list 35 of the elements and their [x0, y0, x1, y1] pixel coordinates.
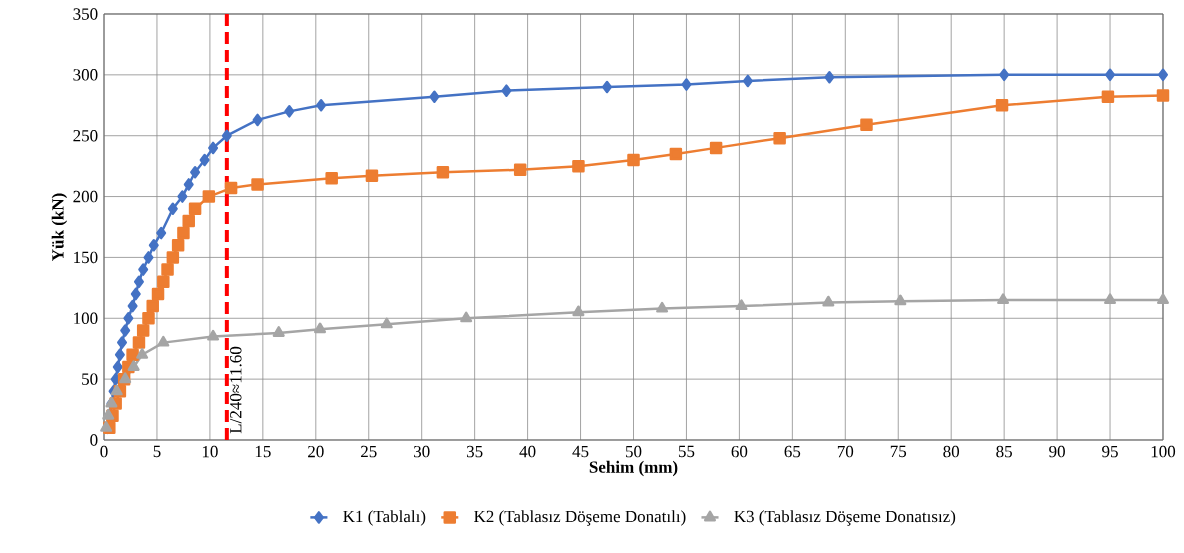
x-tick-label: 50: [625, 445, 642, 458]
y-axis-title: Yük (kN): [51, 193, 68, 261]
x-tick-label: 70: [837, 445, 854, 458]
x-tick-label: 60: [731, 445, 748, 458]
x-tick-label: 80: [943, 445, 960, 458]
legend-label: K2 (Tablasız Döşeme Donatılı): [474, 510, 686, 526]
y-tick-label: 350: [73, 8, 98, 20]
x-tick-label: 30: [414, 445, 430, 458]
legend-label: K1 (Tablalı): [343, 510, 426, 526]
x-tick-label: 65: [784, 445, 801, 458]
x-tick-label: 15: [255, 445, 271, 458]
x-tick-label: 100: [1151, 445, 1176, 458]
x-tick-label: 55: [678, 445, 695, 458]
ref-line-label: L/240≈11.60: [230, 346, 242, 434]
x-tick-label: 95: [1102, 445, 1118, 458]
y-tick-label: 100: [74, 312, 98, 325]
x-tick-label: 45: [572, 445, 589, 458]
x-tick-label: 20: [308, 445, 324, 458]
y-tick-label: 200: [73, 190, 98, 203]
x-tick-label: 35: [466, 445, 483, 458]
x-tick-label: 25: [361, 445, 377, 458]
x-tick-label: 5: [153, 445, 161, 458]
x-tick-label: 90: [1049, 445, 1065, 458]
x-tick-label: 0: [100, 445, 108, 458]
x-axis-title: Sehim (mm): [589, 460, 678, 477]
x-tick-label: 40: [519, 445, 536, 458]
x-tick-label: 75: [890, 445, 907, 458]
y-tick-label: 300: [73, 69, 98, 81]
y-tick-label: 50: [82, 373, 98, 385]
legend-label: K3 (Tablasız Döşeme Donatısız): [734, 510, 956, 526]
y-tick-label: 150: [74, 251, 98, 264]
y-tick-label: 0: [90, 434, 98, 446]
x-tick-label: 85: [996, 445, 1012, 458]
y-tick-label: 250: [73, 129, 98, 142]
x-tick-label: 10: [202, 445, 218, 458]
